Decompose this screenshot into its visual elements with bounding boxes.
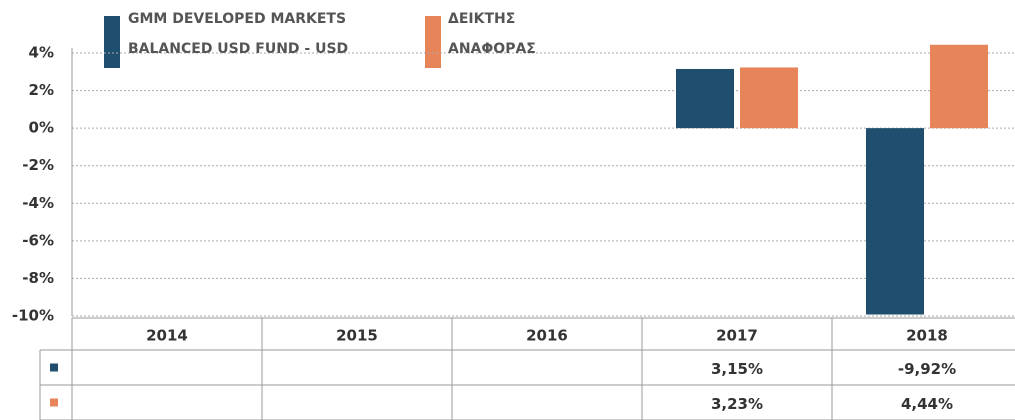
x-tick-label: 2014 — [146, 327, 188, 345]
value-label: -9,92% — [898, 360, 956, 378]
bar — [930, 44, 988, 129]
bar — [676, 68, 734, 129]
y-tick-label: 4% — [29, 44, 54, 62]
x-tick-label: 2015 — [336, 327, 378, 345]
table-swatch — [50, 363, 58, 372]
y-tick-label: 0% — [29, 119, 54, 137]
y-tick-label: -6% — [22, 231, 54, 249]
legend-swatch — [104, 16, 120, 68]
legend-label: GMM DEVELOPED MARKETS BALANCED USD FUND … — [128, 11, 349, 57]
y-tick-label: -4% — [22, 194, 54, 212]
table-swatch — [50, 398, 58, 407]
legend-swatch — [425, 16, 441, 68]
x-tick-label: 2017 — [716, 327, 758, 345]
legend-label: ΔΕΙΚΤΗΣ ΑΝΑΦΟΡΑΣ — [448, 11, 536, 57]
value-label: 3,15% — [711, 360, 763, 378]
value-label: 3,23% — [711, 395, 763, 413]
bar — [866, 128, 924, 315]
y-tick-label: -10% — [12, 307, 54, 325]
y-tick-label: -8% — [22, 269, 54, 287]
y-tick-label: -2% — [22, 156, 54, 174]
value-label: 4,44% — [901, 395, 953, 413]
x-tick-label: 2018 — [906, 327, 948, 345]
bar — [740, 67, 798, 129]
y-tick-label: 2% — [29, 81, 54, 99]
x-tick-label: 2016 — [526, 327, 568, 345]
